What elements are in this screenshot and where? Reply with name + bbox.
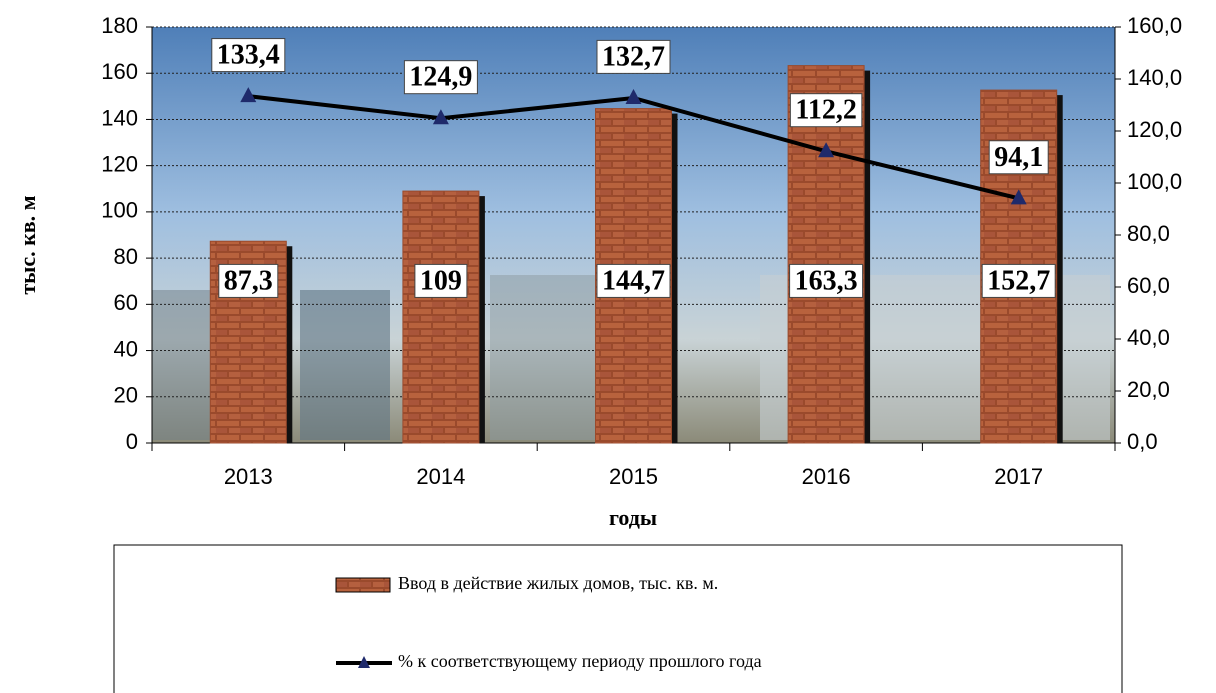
- line-value-label: 132,7: [602, 41, 665, 72]
- x-tick-label: 2017: [994, 464, 1043, 489]
- y2-tick-label: 40,0: [1127, 325, 1170, 350]
- y-tick-label: 120: [101, 151, 138, 176]
- y-tick-label: 160: [101, 59, 138, 84]
- y-tick-label: 0: [126, 429, 138, 454]
- line-value-label: 124,9: [409, 62, 472, 93]
- y2-tick-label: 160,0: [1127, 13, 1182, 38]
- bar-value-label: 87,3: [224, 265, 273, 296]
- y2-tick-label: 20,0: [1127, 377, 1170, 402]
- y-tick-label: 140: [101, 105, 138, 130]
- x-tick-label: 2015: [609, 464, 658, 489]
- chart: тыс. кв. м годы 0 20 40 60 80 100 120 140 160 180…: [0, 0, 1216, 693]
- x-axis-label: годы: [609, 505, 657, 530]
- y2-tick-label: 60,0: [1127, 273, 1170, 298]
- y-tick-label: 40: [114, 336, 138, 361]
- bar-value-label: 163,3: [795, 265, 858, 296]
- legend-label: Ввод в действие жилых домов, тыс. кв. м.: [398, 573, 718, 593]
- bar-value-label: 152,7: [987, 265, 1050, 296]
- y2-tick-label: 100,0: [1127, 169, 1182, 194]
- y-tick-label: 80: [114, 244, 138, 269]
- bar-value-label: 109: [420, 265, 462, 296]
- y-tick-label: 20: [114, 383, 138, 408]
- line-value-label: 112,2: [795, 95, 856, 126]
- legend-swatch: [336, 578, 390, 592]
- bar-value-label: 144,7: [602, 265, 665, 296]
- y-axis-label: тыс. кв. м: [15, 195, 40, 294]
- x-tick-label: 2014: [416, 464, 465, 489]
- y2-tick-label: 0,0: [1127, 429, 1158, 454]
- building: [490, 275, 600, 440]
- y-tick-label: 100: [101, 198, 138, 223]
- line-value-label: 133,4: [217, 40, 280, 71]
- building: [300, 290, 390, 440]
- bar: [403, 191, 479, 443]
- y2-tick-label: 80,0: [1127, 221, 1170, 246]
- x-tick-label: 2016: [802, 464, 851, 489]
- y-tick-label: 60: [114, 290, 138, 315]
- y-tick-label: 180: [101, 13, 138, 38]
- y2-tick-label: 140,0: [1127, 65, 1182, 90]
- y2-tick-label: 120,0: [1127, 117, 1182, 142]
- x-tick-label: 2013: [224, 464, 273, 489]
- legend-label: % к соответствующему периоду прошлого го…: [398, 651, 762, 671]
- line-value-label: 94,1: [994, 142, 1043, 173]
